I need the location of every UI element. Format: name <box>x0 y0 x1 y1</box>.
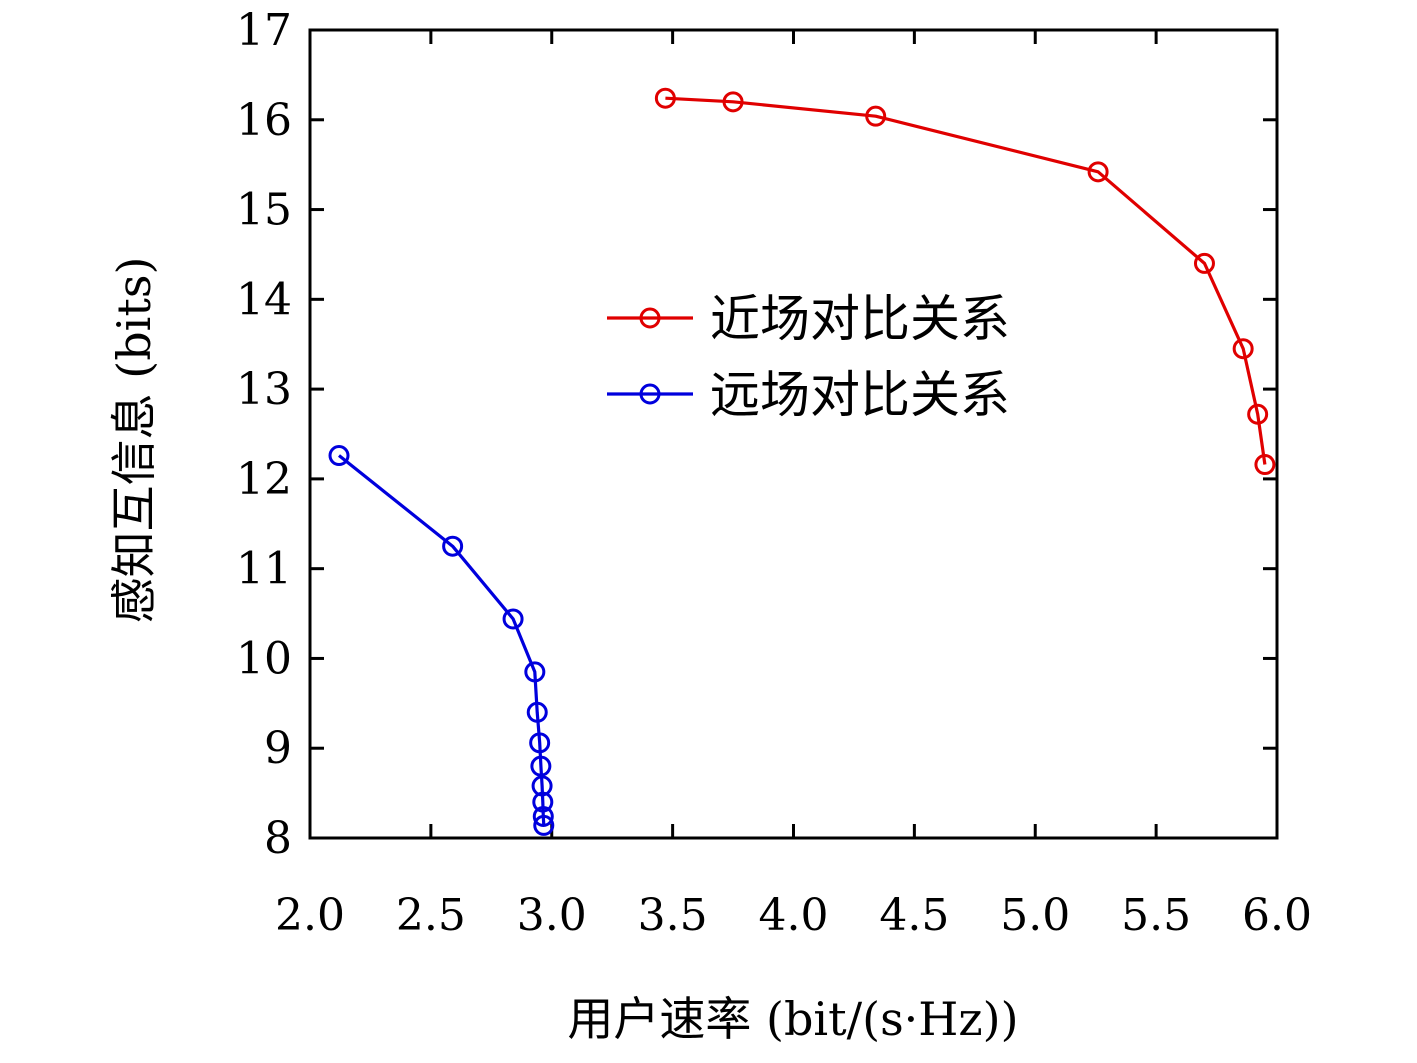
legend-label: 近场对比关系 <box>710 290 1010 348</box>
x-tick-label: 2.0 <box>275 890 345 941</box>
data-point <box>526 701 548 723</box>
y-tick-label: 8 <box>264 813 292 864</box>
data-point <box>328 445 350 467</box>
data-point <box>532 805 554 827</box>
y-tick-label: 12 <box>236 454 292 505</box>
x-axis-title: 用户速率 (bit/(s·Hz)) <box>567 992 1018 1046</box>
y-tick-label: 17 <box>236 5 292 56</box>
data-point <box>531 775 553 797</box>
x-tick-label: 5.0 <box>1000 890 1070 941</box>
plot-frame <box>308 28 1279 840</box>
y-axis-title: 感知互信息 (bits) <box>107 257 161 624</box>
series-2 <box>328 445 555 836</box>
y-tick-label: 10 <box>236 633 292 684</box>
data-point <box>654 87 676 109</box>
x-tick-label: 4.5 <box>879 890 949 941</box>
x-tick-label: 5.5 <box>1121 890 1191 941</box>
legend-marker <box>639 383 661 405</box>
data-point <box>530 755 552 777</box>
x-axis-ticks: 2.0 2.5 3.0 3.5 4.0 4.5 5.0 5.5 6.0 <box>275 30 1312 941</box>
data-point <box>1193 252 1215 274</box>
data-point <box>1254 454 1276 476</box>
data-point <box>865 105 887 127</box>
y-tick-label: 11 <box>236 544 292 595</box>
x-tick-label: 3.5 <box>638 890 708 941</box>
y-tick-label: 16 <box>236 95 292 146</box>
data-point <box>524 661 546 683</box>
series-1 <box>654 87 1276 476</box>
x-tick-label: 3.0 <box>517 890 587 941</box>
legend-label: 远场对比关系 <box>710 366 1010 424</box>
data-point <box>502 608 524 630</box>
data-point <box>1087 161 1109 183</box>
x-tick-label: 2.5 <box>396 890 466 941</box>
data-point <box>1247 403 1269 425</box>
y-tick-label: 15 <box>236 185 292 236</box>
y-tick-label: 14 <box>236 274 292 325</box>
data-point <box>532 791 554 813</box>
data-point <box>529 732 551 754</box>
data-point <box>722 91 744 113</box>
legend-item: 远场对比关系 <box>607 366 1010 424</box>
data-point <box>442 535 464 557</box>
plot-border <box>308 28 1279 840</box>
y-axis-ticks: 8 9 10 11 12 13 14 15 16 17 <box>236 5 1277 864</box>
y-tick-label: 13 <box>236 364 292 415</box>
x-tick-label: 4.0 <box>759 890 829 941</box>
x-tick-label: 6.0 <box>1242 890 1312 941</box>
legend-item: 近场对比关系 <box>607 290 1010 348</box>
data-point <box>1232 338 1254 360</box>
series-line <box>665 96 1267 465</box>
series-layer <box>328 87 1276 836</box>
legend-marker <box>639 307 661 329</box>
y-tick-label: 9 <box>264 723 292 774</box>
data-point <box>533 814 555 836</box>
series-line <box>338 454 546 826</box>
